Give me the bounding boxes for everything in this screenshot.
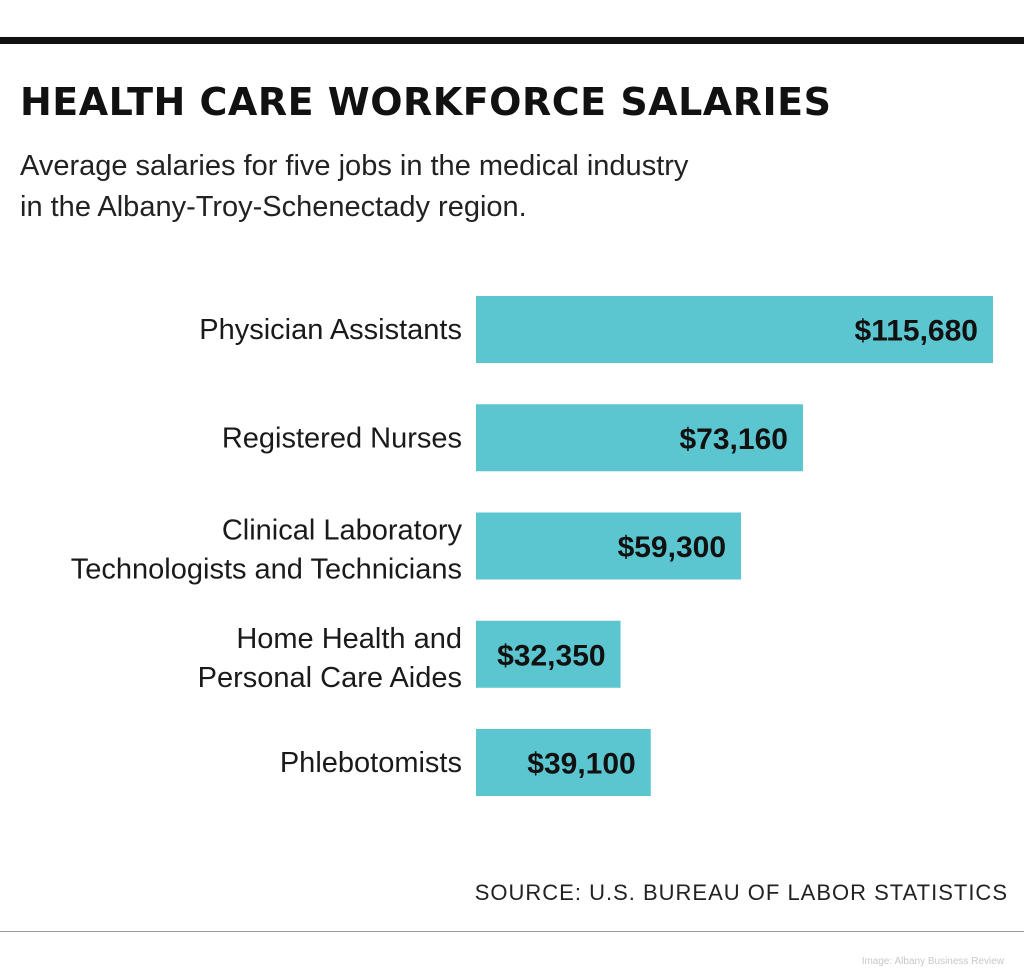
category-label: Phlebotomists	[280, 747, 462, 779]
bottom-rule	[0, 931, 1024, 932]
category-label: Personal Care Aides	[198, 662, 462, 694]
bar	[476, 729, 651, 796]
bar	[476, 404, 803, 472]
chart-subtitle: Average salaries for five jobs in the me…	[20, 146, 688, 228]
bar-value-label: $59,300	[618, 531, 726, 564]
bar-value-label: $39,100	[527, 748, 635, 781]
bar-value-label: $73,160	[680, 423, 788, 456]
category-label: Home Health and	[236, 623, 462, 655]
top-rule	[0, 37, 1024, 44]
bar-value-label: $32,350	[497, 639, 605, 672]
bar-row: $59,300 Clinical Laboratory Technologists …	[71, 512, 742, 586]
category-label: Clinical Laboratory	[222, 515, 463, 547]
image-credit: Image: Albany Business Review	[861, 956, 1004, 967]
bar-row: $32,350 Home Health and Personal Care Aide…	[198, 620, 621, 694]
subtitle-line-2: in the Albany-Troy-Schenectady region.	[20, 191, 527, 223]
chart-title: HEALTH CARE WORKFORCE SALARIES	[20, 80, 832, 124]
bar	[476, 512, 742, 580]
category-label: Registered Nurses	[222, 422, 462, 454]
bar-value-label: $115,680	[855, 315, 978, 348]
category-label: Technologists and Technicians	[71, 554, 462, 586]
source-note: SOURCE: U.S. BUREAU OF LABOR STATISTICS	[474, 880, 1008, 905]
subtitle-line-1: Average salaries for five jobs in the me…	[20, 150, 689, 182]
bar-row: $73,160 Registered Nurses	[222, 404, 803, 472]
category-label: Physician Assistants	[199, 314, 462, 346]
bar-row: $115,680 Physician Assistants	[199, 296, 993, 363]
bar	[476, 296, 993, 363]
bar-row: $39,100 Phlebotomists	[280, 729, 651, 796]
bar	[476, 620, 621, 688]
